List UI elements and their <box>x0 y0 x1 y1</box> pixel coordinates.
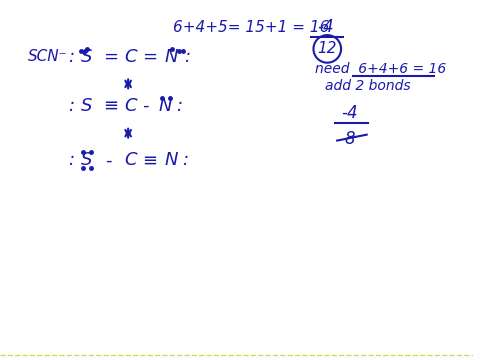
Text: 8: 8 <box>345 130 355 148</box>
Text: S: S <box>81 48 93 66</box>
Text: C: C <box>124 151 136 169</box>
Text: N: N <box>165 48 178 66</box>
Text: -: - <box>105 151 112 169</box>
Text: :: : <box>68 151 74 169</box>
Text: :: : <box>68 97 74 115</box>
Text: :: : <box>176 97 182 115</box>
Text: SCN⁻: SCN⁻ <box>28 49 67 64</box>
Text: =: = <box>142 48 157 66</box>
Text: 6+4+5= 15+1 = 16: 6+4+5= 15+1 = 16 <box>173 20 330 35</box>
Text: ≡: ≡ <box>103 97 118 115</box>
Text: -: - <box>143 97 149 115</box>
Text: N: N <box>159 97 172 115</box>
Text: need  6+4+6 = 16: need 6+4+6 = 16 <box>315 62 447 76</box>
Text: ≡: ≡ <box>142 151 157 169</box>
Text: C: C <box>124 97 136 115</box>
Text: -4: -4 <box>342 104 358 122</box>
Text: =: = <box>103 48 118 66</box>
Text: -4: -4 <box>317 18 334 36</box>
Text: C: C <box>124 48 136 66</box>
Text: S: S <box>81 151 93 169</box>
Text: S: S <box>81 97 93 115</box>
Text: add 2 bonds: add 2 bonds <box>325 79 411 93</box>
Text: N: N <box>165 151 178 169</box>
Text: 12: 12 <box>317 41 337 57</box>
Text: :: : <box>68 48 74 66</box>
Text: :: : <box>182 151 188 169</box>
Text: :: : <box>184 48 191 66</box>
